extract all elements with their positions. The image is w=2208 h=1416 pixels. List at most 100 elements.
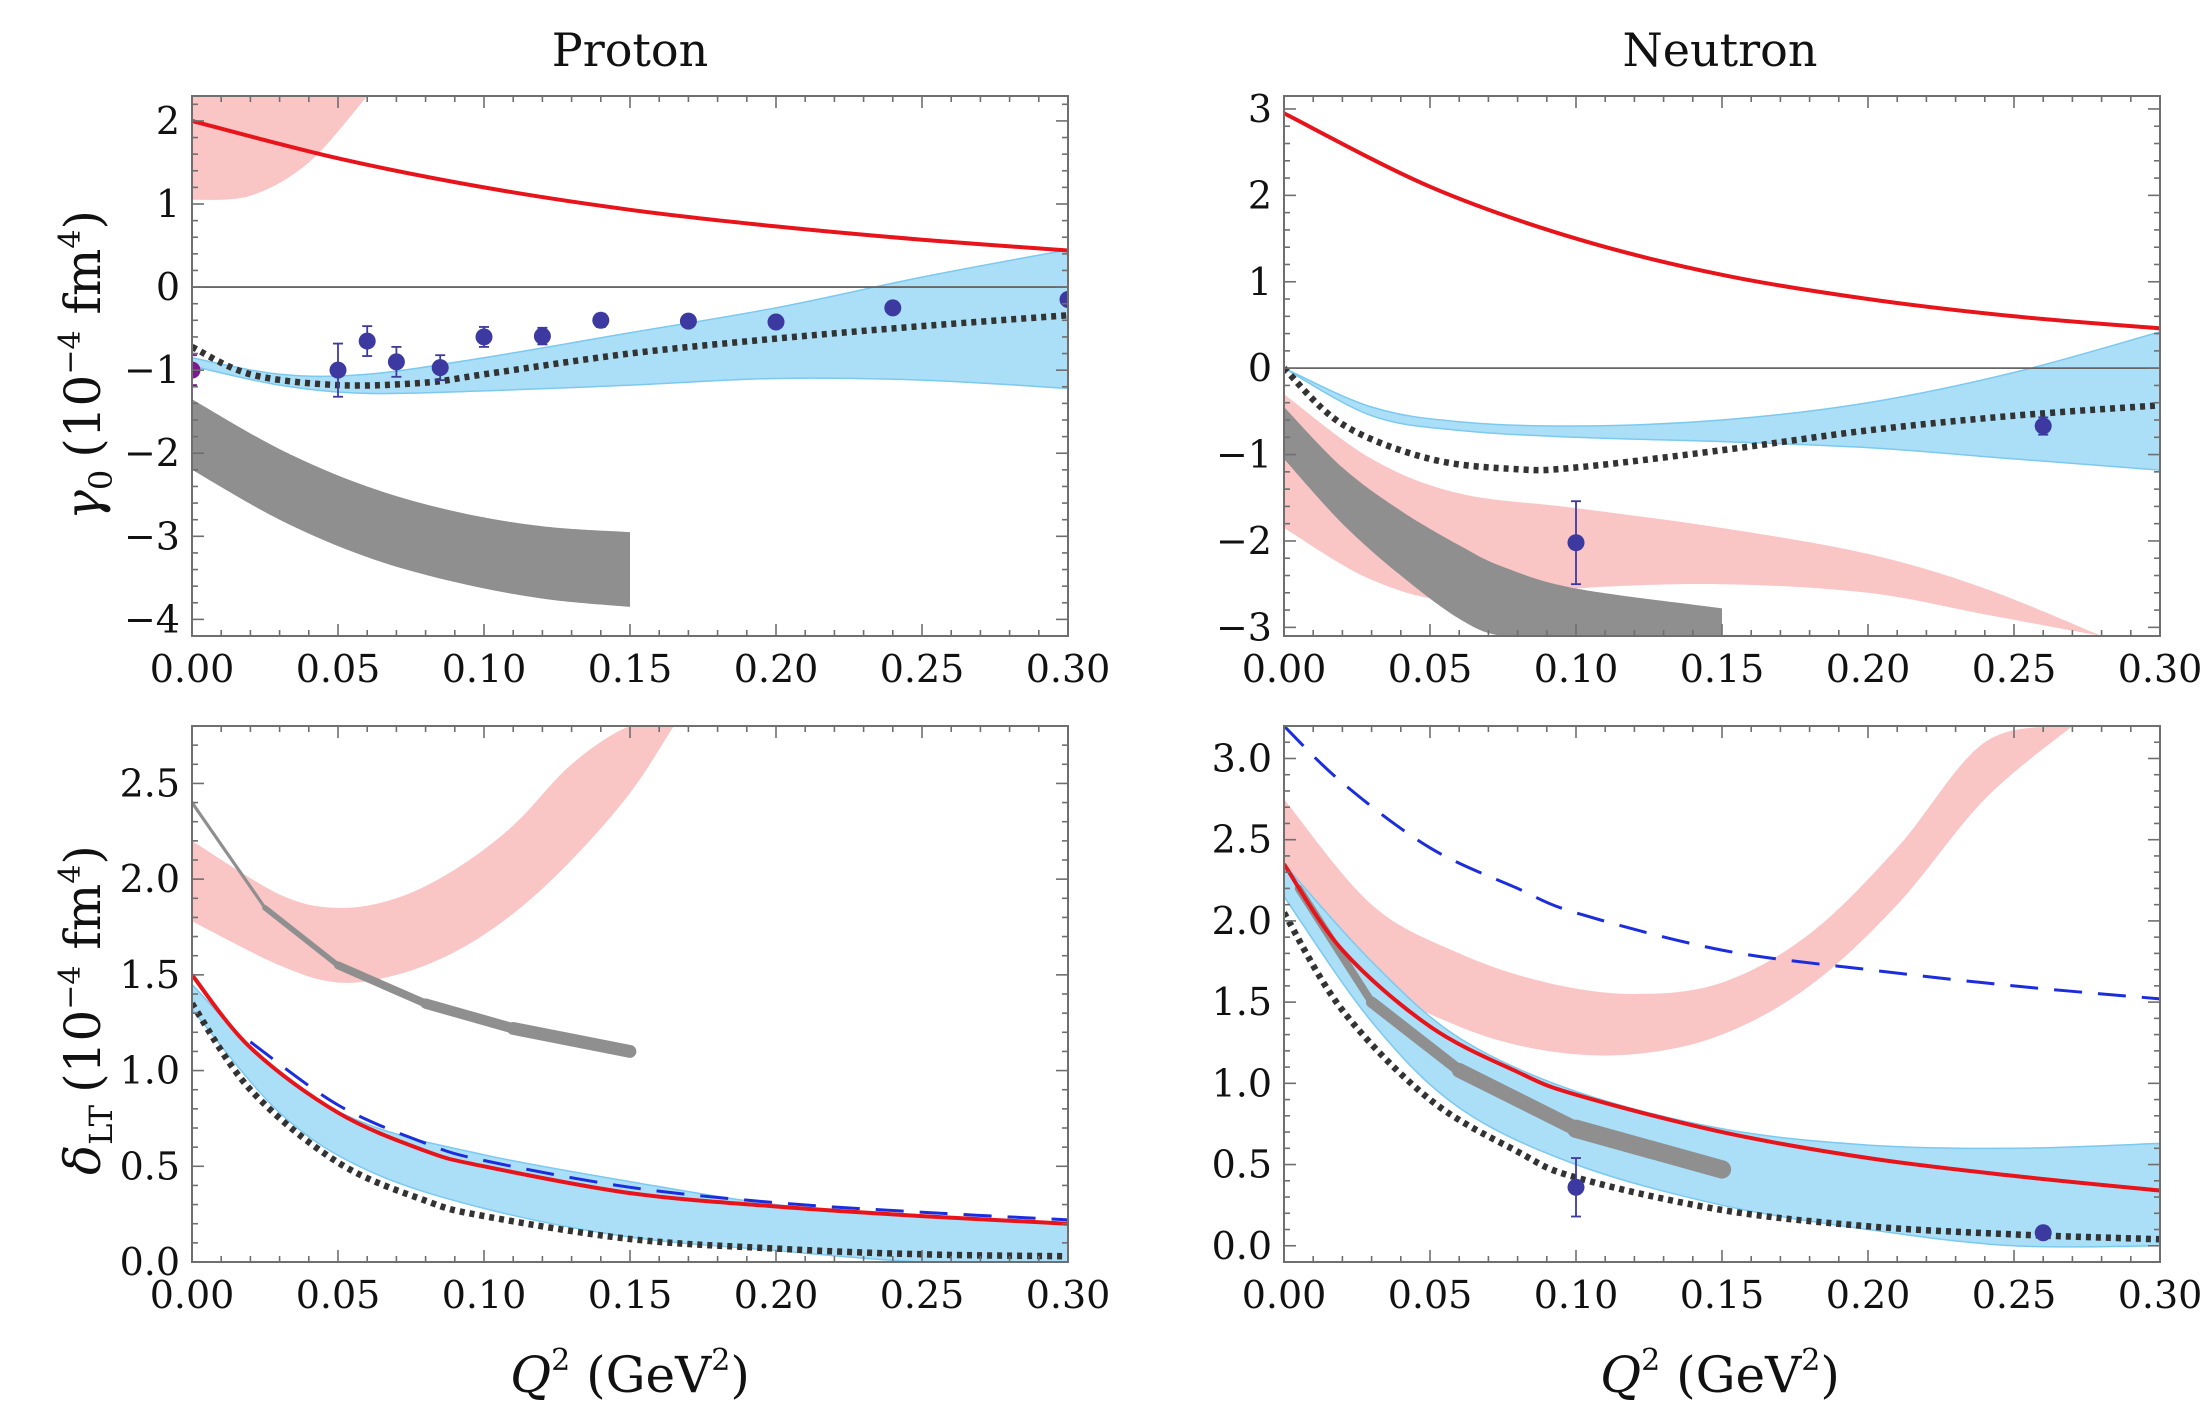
series-black-dotted — [192, 1001, 1068, 1260]
ylabel-deltaLT: δLT(10−4 fm4) — [53, 845, 120, 1175]
x-tick-label: 0.10 — [442, 1273, 527, 1317]
point-marker — [1567, 1178, 1585, 1196]
gray-band-line-segment — [420, 998, 519, 1034]
x-tick-label: 0.05 — [1388, 1273, 1473, 1317]
series-black-dotted — [1284, 365, 2160, 474]
point-marker — [387, 353, 405, 371]
data-point — [387, 345, 405, 378]
title-neutron: Neutron — [1623, 23, 1818, 77]
panel-neutron-deltaLT: 0.00 0.05 0.10 0.15 0.20 0.25 0.30 0.0 0.5 1.0 1.5… — [1212, 725, 2203, 1317]
x-tick-label: 0.20 — [1826, 647, 1911, 691]
data-point — [592, 311, 610, 329]
point-marker — [592, 311, 610, 329]
y-tick-label: −4 — [124, 597, 180, 641]
y-tick-label: −2 — [124, 431, 180, 475]
plot-area — [1284, 111, 2160, 636]
series-red-solid — [192, 973, 1068, 1226]
y-tick-label: 0 — [1248, 346, 1272, 390]
point-marker — [475, 328, 493, 346]
x-tick-label: 0.15 — [588, 647, 673, 691]
x-tick-label: 0.25 — [880, 1273, 965, 1317]
panel-proton-gamma0: 0.00 0.05 0.10 0.15 0.20 0.25 0.30 −4 −3 −2 −1 0 1 2 — [124, 95, 1111, 691]
band-gray — [1284, 407, 1722, 636]
ylabel-gamma0: γ0(10−4 fm4) — [53, 210, 120, 520]
data-point — [431, 354, 449, 382]
x-tick-label: 0.25 — [1972, 1273, 2057, 1317]
band-blue — [192, 983, 1068, 1262]
y-tick-label: −3 — [124, 514, 180, 558]
x-tick-label: 0.20 — [734, 647, 819, 691]
series-red-solid — [192, 118, 1068, 253]
x-tick-label: 0.10 — [1534, 647, 1619, 691]
plot-area — [192, 96, 1068, 607]
gray-band-line-segment — [1566, 1119, 1732, 1179]
band-blue — [192, 248, 1068, 395]
y-tick-label: −1 — [124, 348, 180, 392]
y-tick-label: 2.5 — [120, 761, 180, 805]
series-red-solid — [1284, 111, 2160, 331]
x-tick-label: 0.15 — [1680, 1273, 1765, 1317]
data-point — [475, 326, 493, 348]
x-tick-label: 0.05 — [1388, 647, 1473, 691]
band-blue — [1284, 862, 2160, 1248]
data-point — [884, 299, 902, 317]
band-pink — [1284, 726, 2073, 1056]
point-marker — [533, 327, 551, 345]
y-tick-label: −2 — [1216, 519, 1272, 563]
point-marker — [2034, 1224, 2052, 1242]
y-tick-label: 3 — [1248, 87, 1272, 131]
band-pink — [192, 96, 368, 200]
panel-neutron-gamma0: 0.00 0.05 0.10 0.15 0.20 0.25 0.30 −3 −2 −1 0 1 2 3 — [1216, 87, 2202, 691]
x-tick-label: 0.00 — [1242, 647, 1327, 691]
band-pink — [192, 726, 674, 983]
x-tick-label: 0.20 — [1826, 1273, 1911, 1317]
gray-band-line-segment — [506, 1022, 637, 1058]
x-tick-label: 0.00 — [150, 647, 235, 691]
x-tick-label: 0.30 — [2118, 1273, 2203, 1317]
point-marker — [329, 361, 347, 379]
y-tick-label: 2 — [156, 99, 180, 143]
gray-band-line-segment — [334, 961, 430, 1008]
x-tick-label: 0.15 — [1680, 647, 1765, 691]
series-black-dotted — [1284, 911, 2160, 1243]
y-tick-label: 1.0 — [120, 1049, 180, 1093]
data-point — [1567, 500, 1585, 586]
gray-band-line-segment — [1365, 996, 1465, 1076]
y-tick-label: −1 — [1216, 433, 1272, 477]
band-gray — [192, 399, 630, 607]
x-tick-label: 0.30 — [1026, 647, 1111, 691]
point-marker — [1567, 534, 1585, 552]
y-tick-label: 0 — [156, 265, 180, 309]
point-marker — [358, 332, 376, 350]
gray-band-line-segment — [1451, 1062, 1584, 1137]
x-tick-label: 0.25 — [880, 647, 965, 691]
y-tick-label: 0.0 — [120, 1240, 180, 1284]
y-tick-label: 2 — [1248, 173, 1272, 217]
x-tick-label: 0.05 — [296, 647, 381, 691]
band-blue — [1284, 331, 2160, 471]
y-tick-label: 2.0 — [1212, 899, 1272, 943]
y-tick-label: 1.5 — [120, 953, 180, 997]
series-blue-dashed — [1284, 726, 2160, 1001]
panels: 0.00 0.05 0.10 0.15 0.20 0.25 0.30−4−3−2−10120… — [120, 87, 2203, 1317]
x-tick-label: 0.10 — [442, 647, 527, 691]
x-tick-label: 0.15 — [588, 1273, 673, 1317]
series-blue-dashed — [249, 1040, 1068, 1222]
point-marker — [431, 359, 449, 377]
data-point — [2034, 416, 2052, 436]
panel-proton-deltaLT: 0.00 0.05 0.10 0.15 0.20 0.25 0.30 0.0 0.5 1.0 1.5… — [120, 725, 1110, 1317]
plot-area — [192, 726, 1068, 1262]
data-point — [2034, 1224, 2052, 1242]
y-tick-label: 2.0 — [120, 857, 180, 901]
x-tick-label: 0.05 — [296, 1273, 381, 1317]
gray-band-line-segment — [262, 905, 341, 969]
x-tick-label: 0.30 — [2118, 647, 2203, 691]
y-tick-label: 2.5 — [1212, 818, 1272, 862]
x-tick-label: 0.20 — [734, 1273, 819, 1317]
point-marker — [2034, 417, 2052, 435]
data-point — [358, 325, 376, 357]
series-red-solid — [1284, 862, 2160, 1193]
y-tick-label: 3.0 — [1212, 736, 1272, 780]
point-marker — [679, 312, 697, 330]
